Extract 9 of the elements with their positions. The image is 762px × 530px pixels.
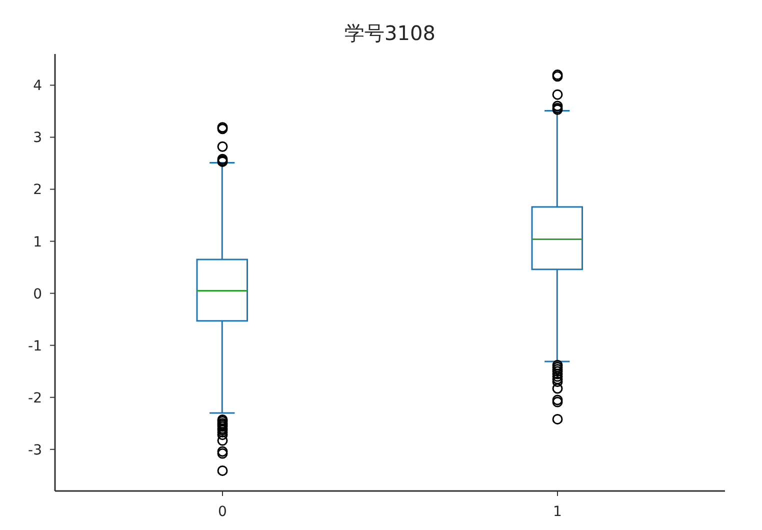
y-tick-label: -1 (28, 338, 42, 354)
chart-title: 学号3108 (344, 21, 436, 45)
y-tick-label: -3 (28, 442, 42, 458)
y-tick-label: 1 (33, 234, 42, 250)
y-tick-label: 4 (33, 78, 42, 94)
y-tick-label: 0 (33, 286, 42, 302)
y-tick-label: -2 (28, 390, 42, 406)
y-tick-label: 3 (33, 130, 42, 146)
y-tick-label: 2 (33, 182, 42, 198)
